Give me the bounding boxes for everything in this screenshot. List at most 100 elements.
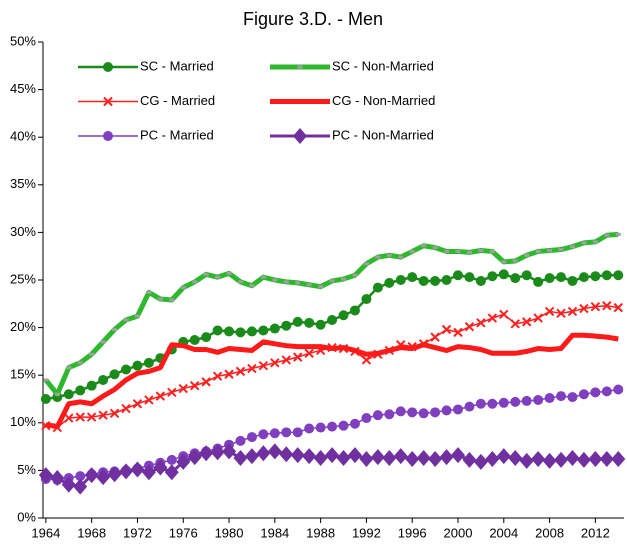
data-point (222, 443, 237, 460)
data-point (349, 418, 360, 429)
data-point (121, 403, 131, 414)
x-tick-label: 1984 (260, 525, 289, 540)
data-point (293, 352, 303, 362)
data-point (496, 448, 511, 465)
data-point (40, 394, 51, 404)
data-point (487, 398, 498, 409)
data-point (347, 447, 362, 464)
data-point (393, 448, 408, 465)
data-point (292, 427, 303, 438)
data-point (84, 467, 99, 484)
data-point (180, 286, 186, 290)
data-point (613, 384, 624, 395)
data-point (233, 450, 248, 467)
data-point (498, 397, 509, 408)
data-point (588, 450, 603, 467)
y-tick-label: 30% (10, 224, 36, 239)
data-point (475, 398, 486, 409)
data-point (372, 410, 383, 421)
x-tick-label: 2008 (535, 525, 564, 540)
data-point (441, 324, 452, 335)
data-point (521, 317, 532, 327)
data-point (533, 313, 543, 323)
data-point (327, 421, 338, 432)
data-point (201, 377, 211, 387)
data-point (256, 445, 271, 462)
data-point (270, 358, 280, 368)
data-point (556, 308, 566, 319)
legend-marker (297, 65, 303, 69)
data-point (386, 253, 392, 257)
data-point (544, 393, 555, 404)
data-point (439, 449, 454, 466)
legend-label: CG - Non-Married (332, 93, 435, 108)
data-point (86, 380, 97, 391)
data-point (533, 394, 544, 405)
data-point (313, 450, 328, 467)
data-point (407, 407, 418, 418)
data-point (279, 446, 294, 463)
data-point (398, 255, 404, 259)
data-point (430, 332, 440, 342)
data-point (267, 443, 282, 460)
x-tick-label: 1972 (123, 525, 152, 540)
data-point (409, 249, 415, 253)
data-point (453, 404, 463, 415)
x-tick-label: 1988 (306, 525, 335, 540)
data-point (244, 448, 259, 465)
data-point (510, 273, 521, 284)
data-point (237, 280, 243, 284)
data-point (475, 275, 486, 286)
legend-label: PC - Non-Married (332, 127, 434, 142)
data-point (611, 450, 626, 467)
data-point (613, 270, 624, 281)
data-point (169, 298, 175, 302)
data-point (590, 271, 601, 282)
data-point (428, 450, 443, 467)
data-point (247, 363, 257, 374)
data-point (176, 453, 191, 470)
data-point (38, 467, 53, 484)
data-point (567, 306, 578, 317)
data-point (464, 321, 475, 332)
data-point (487, 313, 498, 323)
data-point (98, 374, 109, 385)
y-tick-label: 15% (10, 367, 36, 382)
data-point (531, 450, 546, 467)
data-point (370, 449, 385, 466)
data-point (430, 275, 441, 286)
data-point (601, 386, 612, 397)
data-point (119, 463, 133, 480)
data-point (592, 240, 598, 244)
data-point (499, 309, 509, 319)
data-point (318, 285, 324, 289)
data-point (441, 405, 452, 416)
data-point (338, 310, 349, 321)
data-point (464, 401, 475, 412)
data-point (510, 319, 520, 329)
data-point (292, 316, 303, 327)
data-point (533, 276, 544, 287)
data-point (407, 272, 418, 283)
data-point (382, 450, 397, 467)
data-point (63, 389, 74, 400)
legend-marker (103, 96, 113, 107)
data-point (327, 314, 338, 325)
x-tick-label: 2004 (489, 525, 518, 540)
data-point (281, 320, 292, 331)
data-point (75, 471, 86, 482)
data-point (519, 452, 534, 469)
data-point (281, 355, 291, 365)
data-point (203, 272, 209, 276)
data-point (121, 364, 131, 375)
data-point (325, 447, 340, 464)
data-point (224, 326, 235, 337)
data-point (508, 450, 523, 467)
data-point (384, 277, 395, 288)
legend-label: PC - Married (140, 127, 214, 142)
x-tick-label: 1964 (31, 525, 60, 540)
data-point (269, 428, 280, 439)
data-point (235, 435, 246, 446)
data-point (166, 454, 177, 465)
data-point (109, 369, 120, 380)
